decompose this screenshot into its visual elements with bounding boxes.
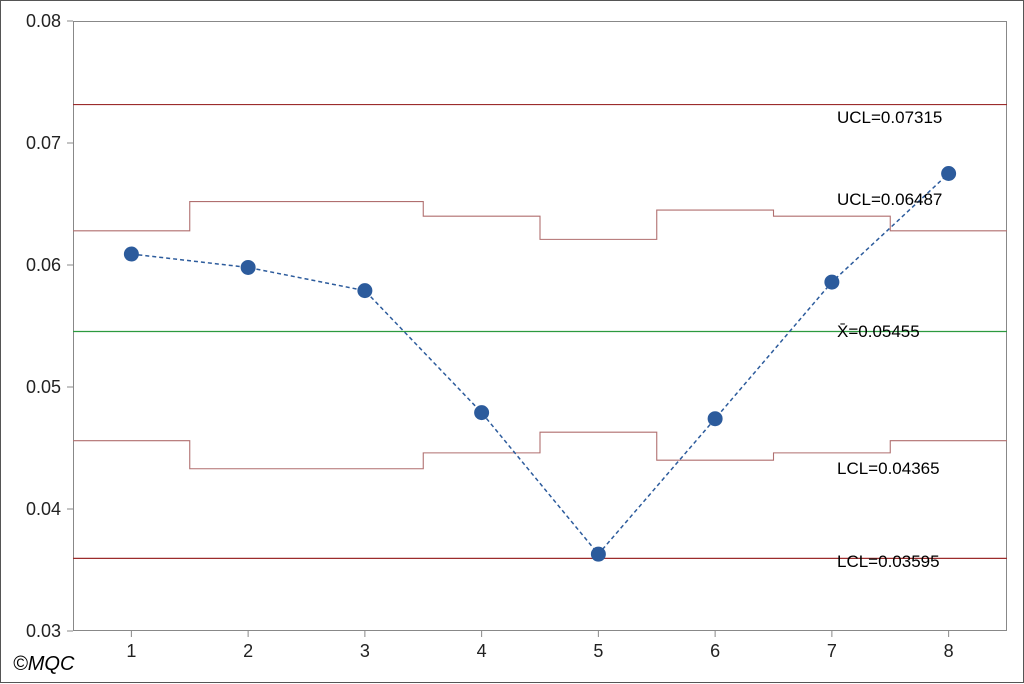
ucl-label: UCL=0.07315: [837, 108, 942, 128]
step-ucl-label: UCL=0.06487: [837, 190, 942, 210]
chart-container: 0.03 0.04 0.05 0.06 0.07 0.08 1 2 3 4 5 6 7 8 ©MQC UC…: [0, 0, 1024, 683]
x-tick-label: 2: [243, 641, 253, 661]
x-tick-label: 4: [477, 641, 487, 661]
series-marker: [591, 547, 605, 561]
series-marker: [942, 167, 956, 181]
series-marker: [124, 247, 138, 261]
series-marker: [475, 406, 489, 420]
chart-svg: 0.03 0.04 0.05 0.06 0.07 0.08 1 2 3 4 5 6 7 8: [1, 1, 1024, 684]
y-tick-label: 0.06: [26, 255, 61, 275]
series-marker: [825, 275, 839, 289]
y-tick-label: 0.07: [26, 133, 61, 153]
series-marker: [241, 260, 255, 274]
series-marker: [708, 412, 722, 426]
x-tick-label: 5: [593, 641, 603, 661]
step-lcl-label: LCL=0.04365: [837, 459, 940, 479]
lcl-label: LCL=0.03595: [837, 552, 940, 572]
x-tick-label: 1: [126, 641, 136, 661]
y-tick-label: 0.04: [26, 499, 61, 519]
copyright-text: ©MQC: [13, 653, 74, 676]
y-tick-label: 0.03: [26, 621, 61, 641]
series-marker: [358, 284, 372, 298]
x-tick-label: 8: [944, 641, 954, 661]
y-tick-label: 0.08: [26, 11, 61, 31]
y-tick-label: 0.05: [26, 377, 61, 397]
x-tick-label: 7: [827, 641, 837, 661]
x-tick-label: 3: [360, 641, 370, 661]
x-tick-label: 6: [710, 641, 720, 661]
centerline-label: X̄=0.05455: [837, 322, 920, 342]
